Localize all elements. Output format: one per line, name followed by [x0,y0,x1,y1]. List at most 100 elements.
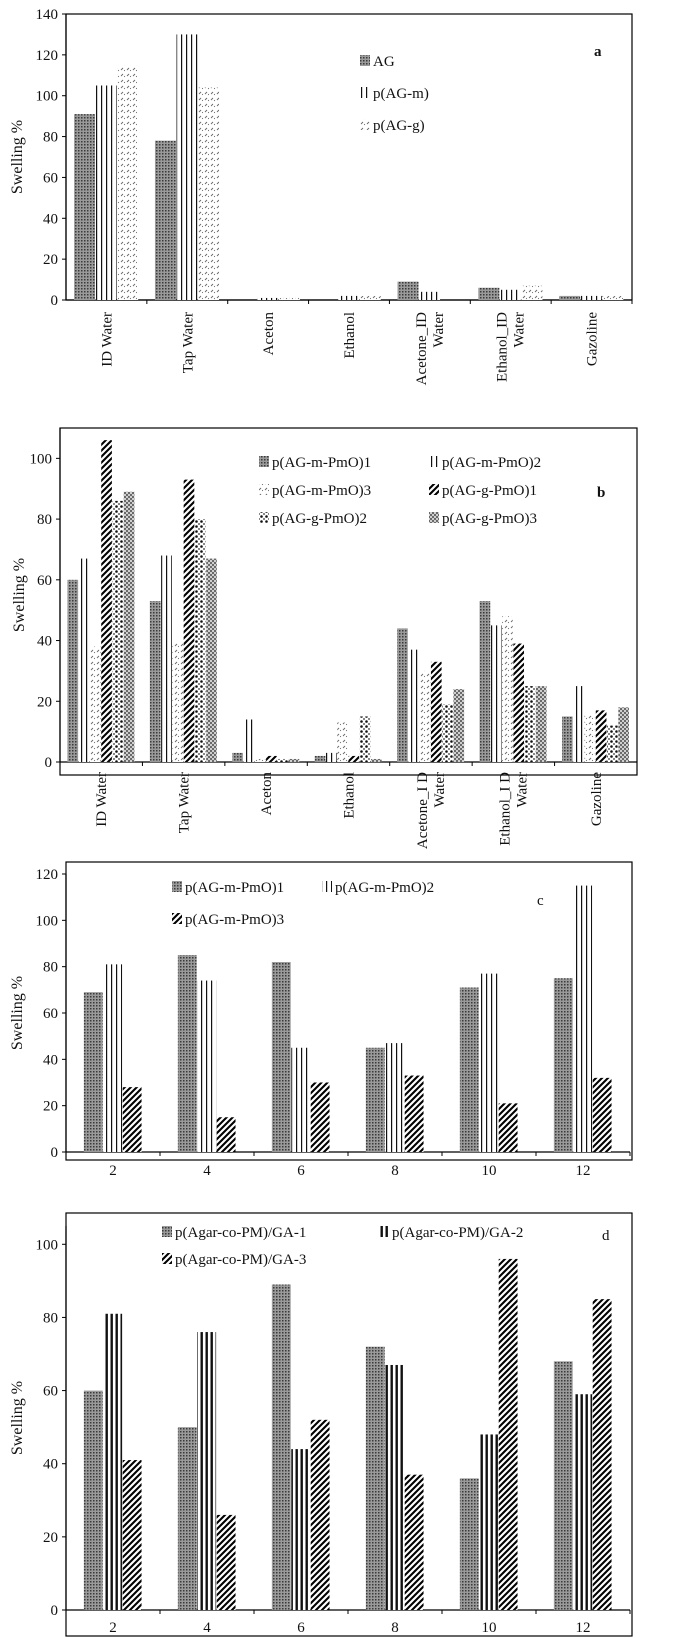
legend: AG p(AG-m) p(AG-g) [360,54,429,134]
bar-d-p(Agar-co-PM)/GA-3-8 [404,1474,424,1610]
bar-a-p(AG-g)-ID Water [117,65,139,300]
legend: p(Agar-co-PM)/GA-1 p(Agar-co-PM)/GA-2 p(Ag… [162,1225,523,1268]
x-category-label: Aceton [261,312,277,356]
y-tick-label: 140 [36,7,59,23]
bar-c-p(AG-m-PmO)1-2 [83,992,103,1152]
plot-frame [65,1212,633,1637]
y-tick-label: 0 [51,1603,59,1619]
x-category-label: 12 [576,1620,591,1636]
legend-label: p(Agar-co-PM)/GA-2 [392,1225,523,1241]
bar-a-p(AG-m)-Ethanol [338,295,360,300]
bar-d-p(Agar-co-PM)/GA-1-6 [271,1284,291,1610]
y-tick-label: 40 [37,634,52,650]
legend-label: p(AG-m) [373,86,429,102]
legend-swatch [429,456,439,467]
x-category-label: 4 [203,1620,211,1636]
bar-c-p(AG-m-PmO)2-8 [385,1043,405,1152]
bar-a-AG-Tap Water [154,140,176,300]
x-category-label-line: Tap Water [177,772,193,833]
bar-b-p(AG-g-PmO)3-ID Water [123,491,135,762]
x-category-label: Acetone_I DWater [415,772,448,849]
bar-b-p(AG-g-PmO)3-Aceton [288,758,300,762]
bar-a-AG-Ethanol_ID Water [478,287,500,300]
legend-swatch [379,1226,389,1237]
x-category-label: 8 [391,1163,399,1179]
bar-b-p(AG-m-PmO)3-Acetone_I D Water [419,670,431,762]
legend-label: p(AG-g-PmO)1 [442,483,537,499]
legend-label: p(AG-g-PmO)3 [442,511,537,527]
y-tick-label: 60 [37,573,52,589]
bar-b-p(AG-m-PmO)3-Tap Water [172,643,184,762]
y-axis-label: Swelling % [9,120,26,194]
legend-label: p(AG-m-PmO)3 [185,912,284,928]
bar-b-p(AG-m-PmO)1-Aceton [232,752,243,762]
x-category-label-line: Gazoline [585,312,601,366]
bar-c-p(AG-m-PmO)2-10 [479,973,499,1152]
chart-panel-c: 0 20 40 60 80 100 120 Swelling % 2 4 6 8 10 12 p(AG-m-… [9,861,633,1179]
legend-label: AG [373,54,395,70]
y-tick-label: 120 [36,48,59,64]
y-tick-label: 80 [43,1310,58,1326]
bar-c-p(AG-m-PmO)2-4 [197,980,217,1152]
legend-label: p(AG-m-PmO)2 [335,880,434,896]
x-category-label-line: Water [431,312,447,347]
bar-b-p(AG-g-PmO)1-Gazoline [595,710,607,762]
bar-d-p(Agar-co-PM)/GA-1-2 [83,1390,103,1610]
bar-b-p(AG-g-PmO)1-Aceton [266,755,277,762]
x-category-label-line: Aceton [259,772,275,816]
y-tick-label: 60 [43,1384,58,1400]
x-category-label: Aceton [259,772,275,816]
x-category-label-line: Acetone_I D [415,772,431,849]
legend-swatch [259,456,269,467]
x-category-label-line: Gazoline [589,772,605,826]
bar-a-p(AG-m)-ID Water [95,85,117,300]
y-tick-label: 0 [51,293,59,309]
bar-b-p(AG-m-PmO)1-Acetone_I D Water [397,628,408,762]
legend: p(AG-m-PmO)1 p(AG-m-PmO)2 p(AG-m-PmO)3 p(AG… [259,455,541,527]
bar-b-p(AG-m-PmO)1-Ethanol [314,755,326,762]
bar-c-p(AG-m-PmO)1-6 [271,962,291,1152]
chart-panel-d: 0 20 40 60 80 100 Swelling % 2 4 6 8 10 12 p(Agar-co-… [9,1212,633,1637]
x-category-label: Ethanol [342,772,358,819]
bar-b-p(AG-m-PmO)1-Tap Water [149,601,161,762]
bar-b-p(AG-m-PmO)2-Acetone_I D Water [408,649,420,762]
bar-b-p(AG-g-PmO)3-Gazoline [618,707,629,762]
legend-swatch [162,1226,172,1237]
bar-d-p(Agar-co-PM)/GA-3-6 [310,1419,330,1610]
bar-a-p(AG-g)-Ethanol_ID Water [521,285,543,300]
bar-d-p(Agar-co-PM)/GA-1-12 [553,1361,573,1610]
bar-a-p(AG-m)-Tap Water [176,34,198,301]
legend-swatch [162,1253,172,1264]
x-category-label: Ethanol [342,312,358,359]
legend-swatch [259,484,269,495]
chart-panel-b: 0 20 40 60 80 100 Swelling % ID Water Tap Water A… [11,427,638,849]
legend-label: p(AG-m-PmO)2 [442,455,541,471]
x-category-label: 2 [109,1620,117,1636]
bar-a-p(AG-g)-Tap Water [198,87,220,301]
y-axis-label: Swelling % [11,558,28,632]
panel-letter: b [597,485,605,501]
x-category-label-line: Acetone_ID [414,312,430,385]
bar-c-p(AG-m-PmO)3-12 [592,1077,612,1152]
bar-d-p(Agar-co-PM)/GA-1-4 [177,1427,197,1610]
x-category-label: 10 [482,1163,497,1179]
bar-d-p(Agar-co-PM)/GA-2-4 [197,1332,217,1610]
x-category-label: 6 [297,1163,305,1179]
bar-b-p(AG-g-PmO)2-Ethanol [359,716,371,762]
legend-swatch [322,881,332,892]
legend-label: p(AG-m-PmO)1 [185,880,284,896]
legend-label: p(AG-m-PmO)3 [272,483,371,499]
y-tick-label: 100 [30,451,53,467]
legend-label: p(AG-g) [373,118,425,134]
bar-c-p(AG-m-PmO)1-12 [553,978,573,1152]
x-category-label: Ethanol_I DWater [497,772,530,846]
x-category-label-line: Water [514,772,530,807]
bar-d-p(Agar-co-PM)/GA-3-10 [498,1258,518,1610]
bar-c-p(AG-m-PmO)2-6 [291,1047,311,1152]
y-tick-label: 120 [36,867,59,883]
bar-b-p(AG-g-PmO)3-Acetone_I D Water [453,689,465,762]
panel-letter: a [594,44,602,60]
legend-swatch [172,913,182,924]
legend-swatch [172,881,182,892]
